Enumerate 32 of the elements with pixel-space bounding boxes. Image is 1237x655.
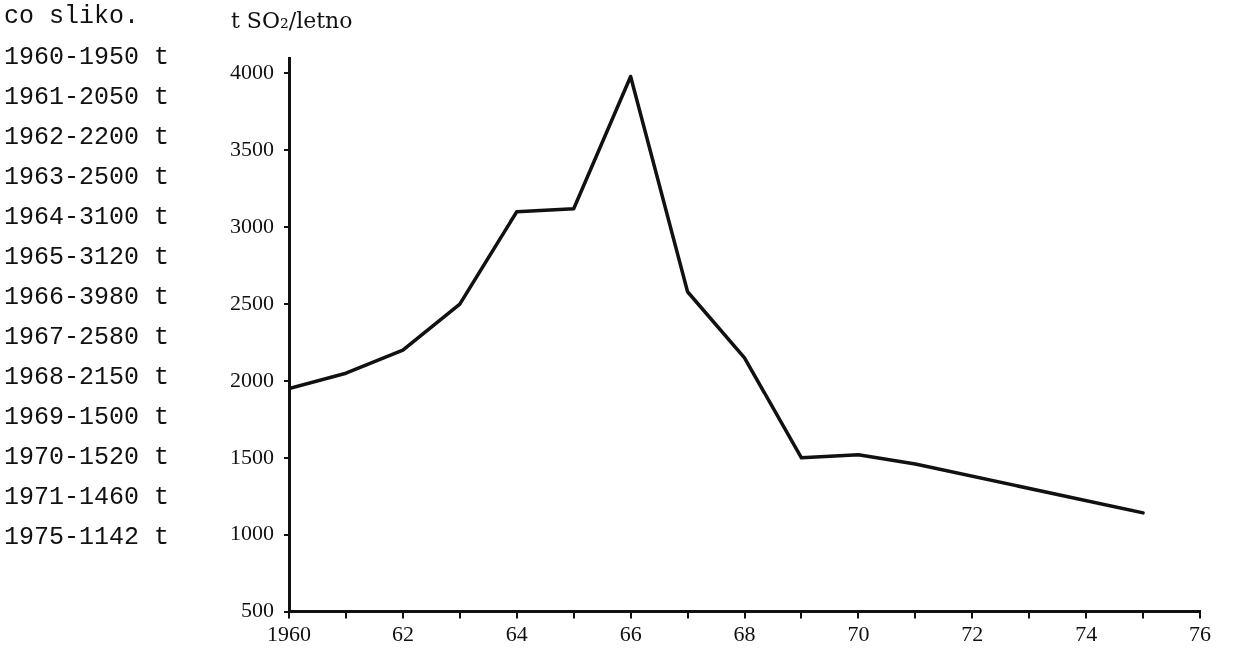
text: 1975-1142 t xyxy=(4,523,170,552)
x-tick-label: 70 xyxy=(847,620,870,646)
x-tick-label: 1960 xyxy=(267,620,311,646)
x-tick-label: 72 xyxy=(961,620,984,646)
y-tick-label: 2000 xyxy=(230,366,274,392)
text: 1963-2500 t xyxy=(4,163,170,192)
y-tick-label: 1000 xyxy=(230,520,274,546)
text: 1971-1460 t xyxy=(4,482,171,514)
y-tick-label: 500 xyxy=(241,597,274,623)
y-tick-label: 4000 xyxy=(230,59,274,85)
text: 1969-1500 t xyxy=(4,402,171,434)
x-tick-label: 62 xyxy=(391,620,414,646)
y-tick-label: 3000 xyxy=(230,212,274,238)
text: 1964-3100 t xyxy=(4,203,170,232)
y-tick-label: 1500 xyxy=(230,443,274,469)
x-tick-label: 66 xyxy=(619,620,642,646)
y-axis-title: t SO₂/letno xyxy=(231,8,353,33)
x-tick-label: 74 xyxy=(1075,620,1098,646)
y-tick-label: 3500 xyxy=(230,136,274,162)
x-tick-label: 64 xyxy=(505,620,528,646)
text: 1962-2200 t xyxy=(4,123,170,152)
text: 1968-2150 t xyxy=(4,363,170,392)
text: 1970-1520 t xyxy=(4,443,170,472)
text: 1961-2050 t xyxy=(4,83,170,112)
text: 1965-3120 t xyxy=(4,242,171,274)
text: 1967-2580 t xyxy=(4,322,171,354)
x-tick-label: 76 xyxy=(1189,620,1211,646)
text: 1960-1950 t xyxy=(4,43,170,72)
text: 1966-3980 t xyxy=(4,283,170,312)
y-tick-label: 2500 xyxy=(230,289,274,315)
x-tick-label: 68 xyxy=(733,620,756,646)
text: co sliko. xyxy=(4,2,140,31)
